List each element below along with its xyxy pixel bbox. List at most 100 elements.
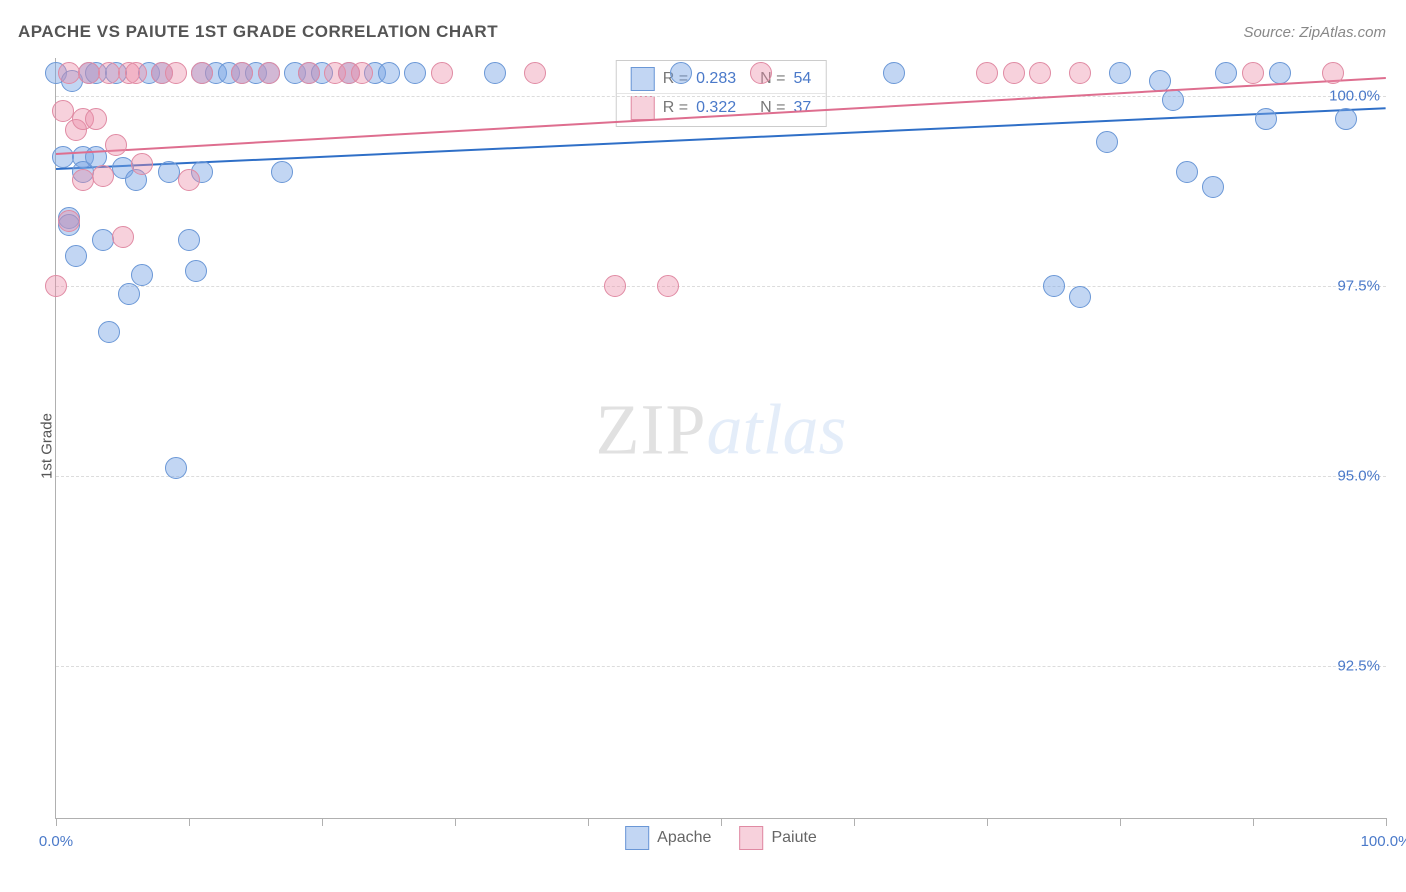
data-point-paiute (125, 62, 147, 84)
data-point-paiute (351, 62, 373, 84)
data-point-apache (670, 62, 692, 84)
data-point-apache (92, 229, 114, 251)
data-point-paiute (524, 62, 546, 84)
y-tick-label: 100.0% (1329, 88, 1380, 105)
x-tick-mark (1386, 818, 1387, 826)
gridline (56, 96, 1386, 97)
legend-label-paiute: Paiute (771, 829, 816, 847)
data-point-paiute (92, 165, 114, 187)
data-point-apache (185, 260, 207, 282)
data-point-paiute (1322, 62, 1344, 84)
data-point-paiute (45, 275, 67, 297)
legend-item-paiute: Paiute (739, 826, 816, 850)
legend-item-apache: Apache (625, 826, 711, 850)
x-tick-mark (588, 818, 589, 826)
swatch-apache (631, 67, 655, 91)
data-point-apache (118, 283, 140, 305)
data-point-apache (378, 62, 400, 84)
series-legend: Apache Paiute (625, 826, 817, 850)
n-value-paiute: 37 (793, 99, 811, 117)
data-point-apache (165, 457, 187, 479)
data-point-apache (65, 245, 87, 267)
watermark: ZIPatlas (595, 389, 846, 472)
data-point-paiute (1069, 62, 1091, 84)
data-point-apache (1335, 108, 1357, 130)
data-point-paiute (1029, 62, 1051, 84)
swatch-apache (625, 826, 649, 850)
data-point-paiute (105, 134, 127, 156)
data-point-paiute (58, 210, 80, 232)
x-tick-mark (1120, 818, 1121, 826)
x-tick-mark (1253, 818, 1254, 826)
data-point-paiute (85, 108, 107, 130)
x-tick-mark (987, 818, 988, 826)
chart-title: APACHE VS PAIUTE 1ST GRADE CORRELATION C… (18, 22, 498, 42)
data-point-paiute (58, 62, 80, 84)
data-point-paiute (72, 169, 94, 191)
r-value-apache: 0.283 (696, 70, 736, 88)
source-label: Source: ZipAtlas.com (1243, 24, 1386, 41)
data-point-apache (1109, 62, 1131, 84)
data-point-paiute (258, 62, 280, 84)
data-point-apache (1069, 286, 1091, 308)
data-point-paiute (165, 62, 187, 84)
x-tick-mark (455, 818, 456, 826)
data-point-paiute (52, 100, 74, 122)
gridline (56, 666, 1386, 667)
data-point-apache (52, 146, 74, 168)
x-tick-mark (322, 818, 323, 826)
swatch-paiute (631, 96, 655, 120)
data-point-paiute (657, 275, 679, 297)
data-point-paiute (112, 226, 134, 248)
x-tick-mark (721, 818, 722, 826)
x-tick-mark (854, 818, 855, 826)
data-point-paiute (78, 62, 100, 84)
data-point-apache (1269, 62, 1291, 84)
data-point-apache (131, 264, 153, 286)
y-axis-label: 1st Grade (38, 413, 55, 479)
data-point-apache (1255, 108, 1277, 130)
data-point-paiute (98, 62, 120, 84)
data-point-apache (883, 62, 905, 84)
data-point-paiute (298, 62, 320, 84)
data-point-apache (484, 62, 506, 84)
y-tick-label: 95.0% (1337, 468, 1380, 485)
data-point-paiute (976, 62, 998, 84)
legend-label-apache: Apache (657, 829, 711, 847)
y-tick-label: 92.5% (1337, 658, 1380, 675)
n-value-apache: 54 (793, 70, 811, 88)
watermark-atlas: atlas (706, 390, 846, 470)
x-tick-mark (189, 818, 190, 826)
plot-area: ZIPatlas R = 0.283 N = 54 R = 0.322 N = … (55, 58, 1386, 819)
data-point-paiute (131, 153, 153, 175)
stats-row-apache: R = 0.283 N = 54 (617, 65, 826, 93)
data-point-apache (98, 321, 120, 343)
data-point-paiute (431, 62, 453, 84)
data-point-apache (158, 161, 180, 183)
data-point-apache (271, 161, 293, 183)
y-tick-label: 97.5% (1337, 278, 1380, 295)
gridline (56, 286, 1386, 287)
data-point-apache (178, 229, 200, 251)
data-point-paiute (750, 62, 772, 84)
data-point-paiute (231, 62, 253, 84)
watermark-zip: ZIP (595, 390, 706, 470)
data-point-apache (1215, 62, 1237, 84)
gridline (56, 476, 1386, 477)
r-label: R = (663, 99, 688, 117)
swatch-paiute (739, 826, 763, 850)
data-point-paiute (604, 275, 626, 297)
stats-row-paiute: R = 0.322 N = 37 (617, 93, 826, 122)
data-point-paiute (1003, 62, 1025, 84)
data-point-paiute (191, 62, 213, 84)
x-tick-label: 100.0% (1361, 833, 1406, 850)
data-point-apache (1043, 275, 1065, 297)
data-point-apache (1176, 161, 1198, 183)
data-point-paiute (178, 169, 200, 191)
data-point-apache (404, 62, 426, 84)
data-point-apache (1162, 89, 1184, 111)
data-point-paiute (1242, 62, 1264, 84)
x-tick-label: 0.0% (39, 833, 73, 850)
x-tick-mark (56, 818, 57, 826)
data-point-apache (1202, 176, 1224, 198)
